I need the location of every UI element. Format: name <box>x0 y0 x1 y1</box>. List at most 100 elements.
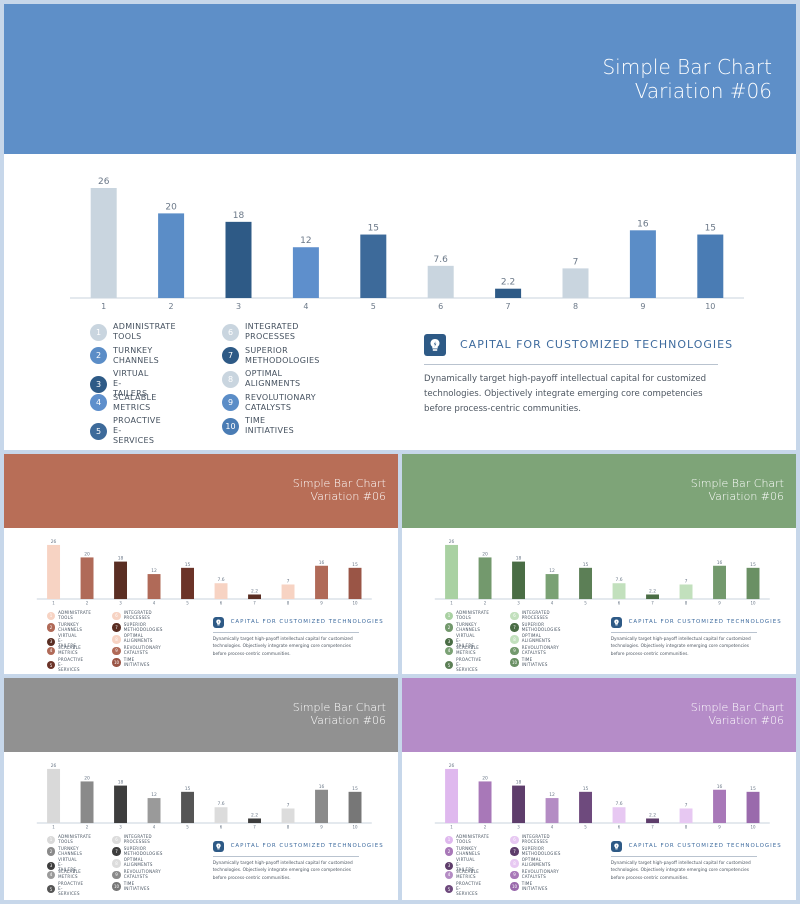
value-label-7: 2.2 <box>501 278 515 288</box>
legend-item-2: 2 TURNKEY CHANNELS <box>444 622 480 633</box>
tick-label-2: 2 <box>86 825 89 830</box>
legend-item-5: 5 PROACTIVE E-SERVICES <box>90 416 161 446</box>
value-label-10: 15 <box>705 224 716 234</box>
tick-label-1: 1 <box>52 825 55 830</box>
legend-marker-4: 4 <box>46 646 56 656</box>
tick-label-4: 4 <box>153 825 156 830</box>
bar-chart: 26 1 20 2 18 3 12 4 15 5 7.6 6 2.2 7 7 8 16 9 15 10 <box>70 177 744 311</box>
value-label-6: 7.6 <box>434 255 449 265</box>
legend-marker-7: 7 <box>222 347 239 364</box>
tick-label-4: 4 <box>551 601 554 606</box>
legend-marker-2: 2 <box>46 623 56 632</box>
tick-label-8: 8 <box>573 302 578 311</box>
legend-marker-9: 9 <box>222 394 239 411</box>
legend-label-7: SUPERIOR METHODOLOGIES <box>521 845 561 856</box>
value-label-7: 2.2 <box>649 588 656 594</box>
legend-item-4: 4 SCALABLE METRICS <box>46 869 82 880</box>
legend-marker-1: 1 <box>46 611 56 621</box>
value-label-8: 7 <box>287 802 290 808</box>
legend-label-4: SCALABLE METRICS <box>456 869 480 879</box>
legend-marker-10: 10 <box>510 882 519 891</box>
legend-item-1: 1 ADMINISTRATE TOOLS <box>444 834 489 845</box>
legend-label-1: ADMINISTRATE TOOLS <box>58 610 92 620</box>
legend-label-6: INTEGRATED PROCESSES <box>521 610 550 620</box>
value-label-9: 16 <box>637 219 649 229</box>
legend-item-4: 4 SCALABLE METRICS <box>444 869 480 880</box>
bulb-icon <box>610 840 622 852</box>
bar-2 <box>478 781 492 824</box>
bar-8 <box>562 268 589 298</box>
value-label-3: 18 <box>118 556 124 562</box>
legend-marker-6: 6 <box>112 611 121 621</box>
legend-item-4: 4 SCALABLE METRICS <box>90 393 157 413</box>
legend-label-8: OPTIMAL ALIGNMENTS <box>123 857 153 868</box>
tick-label-1: 1 <box>450 825 453 830</box>
tick-label-5: 5 <box>584 825 587 830</box>
legend-marker-7: 7 <box>510 847 519 856</box>
value-label-9: 16 <box>717 560 723 566</box>
tick-label-6: 6 <box>220 601 223 606</box>
bar-10 <box>348 567 362 600</box>
bar-2 <box>80 781 94 824</box>
legend-marker-10: 10 <box>510 658 519 667</box>
bar-8 <box>281 584 295 600</box>
legend-label-4: SCALABLE METRICS <box>58 869 82 879</box>
legend-label-6: INTEGRATED PROCESSES <box>245 322 299 341</box>
legend-item-1: 1 ADMINISTRATE TOOLS <box>46 610 92 621</box>
bar-chart: 26 1 20 2 18 3 12 4 15 5 7.6 6 2.2 7 7 8 16 9 15 10 <box>434 539 770 606</box>
slide-header: Simple Bar Chart Variation #06 <box>4 4 796 154</box>
legend-marker-1: 1 <box>46 835 56 845</box>
legend-item-7: 7 SUPERIOR METHODOLOGIES <box>510 845 561 857</box>
caption-text: Dynamically target high-payoff intellect… <box>610 636 751 657</box>
bar-3 <box>512 785 526 824</box>
value-label-4: 12 <box>151 792 157 798</box>
legend-item-3: 3 VIRTUAL E-TAILERS <box>444 633 475 649</box>
legend-marker-3: 3 <box>90 375 107 393</box>
bar-5 <box>579 567 593 600</box>
caption-block: CAPITAL FOR CUSTOMIZED TECHNOLOGIES Dynam… <box>610 616 781 657</box>
legend-label-9: REVOLUTIONARY CATALYSTS <box>123 645 161 655</box>
legend-label-10: TIME INITIATIVES <box>521 880 548 891</box>
value-label-3: 18 <box>516 780 522 786</box>
legend-marker-5: 5 <box>444 884 454 894</box>
tick-label-3: 3 <box>517 601 520 606</box>
legend-item-1: 1 ADMINISTRATE TOOLS <box>444 610 489 621</box>
caption-divider <box>610 631 757 633</box>
tick-label-8: 8 <box>685 825 688 830</box>
legend-marker-10: 10 <box>112 882 121 891</box>
value-label-7: 2.2 <box>251 812 258 818</box>
tick-label-5: 5 <box>186 601 189 606</box>
slide-title: Simple Bar Chart Variation #06 <box>602 55 772 103</box>
tick-label-3: 3 <box>119 825 122 830</box>
value-label-10: 15 <box>750 562 756 568</box>
bulb-icon <box>610 616 622 628</box>
bulb-icon <box>424 334 446 356</box>
bar-chart: 26 1 20 2 18 3 12 4 15 5 7.6 6 2.2 7 7 8 16 9 15 10 <box>434 763 770 830</box>
legend-item-8: 8 OPTIMAL ALIGNMENTS <box>510 857 550 868</box>
slide-header: Simple Bar Chart Variation #06 <box>402 678 796 752</box>
legend-marker-8: 8 <box>510 859 519 868</box>
legend-label-3: VIRTUAL E-TAILERS <box>113 369 149 398</box>
value-label-10: 15 <box>750 786 756 792</box>
legend-marker-8: 8 <box>222 370 239 388</box>
tick-label-9: 9 <box>320 825 323 830</box>
value-label-10: 15 <box>352 786 358 792</box>
caption-title: CAPITAL FOR CUSTOMIZED TECHNOLOGIES <box>230 618 384 625</box>
title-line-1: Simple Bar Chart <box>292 477 386 490</box>
caption-title: CAPITAL FOR CUSTOMIZED TECHNOLOGIES <box>628 618 782 625</box>
value-label-4: 12 <box>549 792 555 798</box>
title-line-1: Simple Bar Chart <box>292 701 386 714</box>
value-label-8: 7 <box>685 802 688 808</box>
value-label-4: 12 <box>300 236 311 246</box>
legend-label-5: PROACTIVE E-SERVICES <box>456 880 482 896</box>
bar-chart: 26 1 20 2 18 3 12 4 15 5 7.6 6 2.2 7 7 8 16 9 15 10 <box>36 539 372 606</box>
legend-label-6: INTEGRATED PROCESSES <box>521 834 550 844</box>
tick-label-6: 6 <box>438 302 443 311</box>
legend-label-5: PROACTIVE E-SERVICES <box>113 416 161 445</box>
bar-4 <box>147 798 161 824</box>
slide-gray: Simple Bar Chart Variation #06 26 1 20 2 18 3 12… <box>4 678 398 900</box>
slide-header: Simple Bar Chart Variation #06 <box>402 454 796 528</box>
slide-green: Simple Bar Chart Variation #06 26 1 20 2 18 3 12… <box>402 454 796 674</box>
bar-9 <box>713 565 726 600</box>
bar-3 <box>114 785 128 824</box>
